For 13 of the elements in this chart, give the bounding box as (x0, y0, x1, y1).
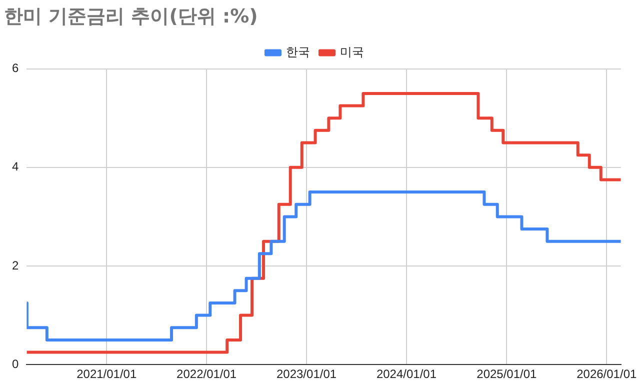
y-tick-label: 4 (12, 160, 19, 174)
legend-label: 한국 (286, 44, 310, 59)
x-tick-label: 2024/01/01 (376, 367, 437, 382)
x-tick-label: 2021/01/01 (76, 367, 137, 382)
chart-title: 한미 기준금리 추이(단위 :%) (4, 5, 258, 28)
x-tick-label: 2023/01/01 (276, 367, 337, 382)
y-tick-label: 2 (12, 258, 19, 272)
y-tick-label: 6 (12, 61, 19, 76)
legend-label: 미국 (340, 44, 364, 59)
y-tick-label: 0 (12, 356, 19, 371)
x-tick-label: 2025/01/01 (476, 367, 538, 382)
x-tick-label: 2026/01/01 (576, 367, 637, 382)
x-tick-label: 2022/01/01 (176, 367, 237, 382)
